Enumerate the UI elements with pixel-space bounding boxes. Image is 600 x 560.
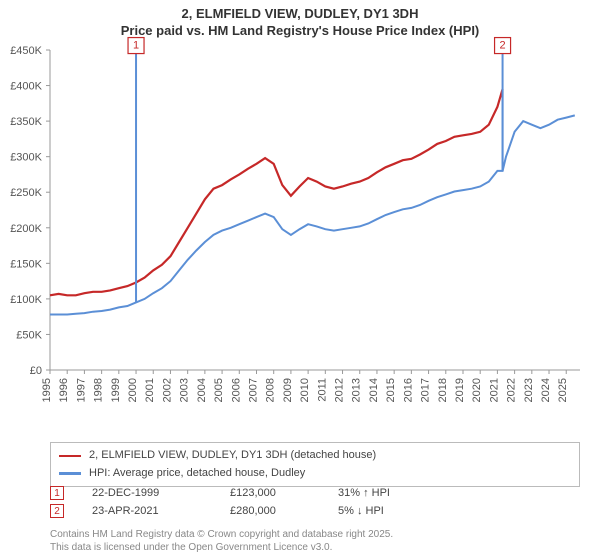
svg-text:£0: £0 [30,365,42,377]
svg-text:2012: 2012 [334,378,346,402]
svg-text:£50K: £50K [16,329,42,341]
sale-delta-1: 31% ↑ HPI [338,487,438,499]
chart-container: 2, ELMFIELD VIEW, DUDLEY, DY1 3DH Price … [0,0,600,560]
chart-area: £0£50K£100K£150K£200K£250K£300K£350K£400… [50,50,580,410]
svg-text:2006: 2006 [230,378,242,402]
sale-row-2: 2 23-APR-2021 £280,000 5% ↓ HPI [50,504,580,518]
footer-text: Contains HM Land Registry data © Crown c… [50,528,580,554]
legend-swatch-1 [59,455,81,458]
svg-text:1997: 1997 [75,378,87,402]
sale-marker-1: 1 [50,486,64,500]
line-chart: £0£50K£100K£150K£200K£250K£300K£350K£400… [50,50,580,410]
svg-text:2005: 2005 [213,378,225,402]
svg-text:£400K: £400K [10,81,42,93]
svg-text:2024: 2024 [540,378,552,402]
svg-text:2: 2 [500,39,506,51]
legend: 2, ELMFIELD VIEW, DUDLEY, DY1 3DH (detac… [50,442,580,487]
chart-title: 2, ELMFIELD VIEW, DUDLEY, DY1 3DH Price … [0,0,600,42]
svg-text:2000: 2000 [127,378,139,402]
svg-text:2014: 2014 [368,378,380,402]
svg-text:2003: 2003 [179,378,191,402]
svg-text:2009: 2009 [282,378,294,402]
svg-text:2008: 2008 [265,378,277,402]
legend-label-1: 2, ELMFIELD VIEW, DUDLEY, DY1 3DH (detac… [89,447,376,465]
svg-text:£300K: £300K [10,152,42,164]
legend-swatch-2 [59,472,81,475]
svg-text:£250K: £250K [10,187,42,199]
svg-text:2019: 2019 [454,378,466,402]
svg-text:1996: 1996 [58,378,70,402]
svg-text:1995: 1995 [41,378,53,402]
sale-price-2: £280,000 [230,505,310,517]
sales-table: 1 22-DEC-1999 £123,000 31% ↑ HPI 2 23-AP… [50,486,580,522]
svg-text:1999: 1999 [110,378,122,402]
svg-text:2010: 2010 [299,378,311,402]
svg-text:2021: 2021 [488,378,500,402]
svg-text:2007: 2007 [247,378,259,402]
svg-text:£450K: £450K [10,45,42,57]
legend-label-2: HPI: Average price, detached house, Dudl… [89,465,305,483]
sale-date-2: 23-APR-2021 [92,505,202,517]
svg-text:2018: 2018 [437,378,449,402]
svg-text:1: 1 [133,39,139,51]
svg-text:2013: 2013 [351,378,363,402]
svg-text:1998: 1998 [93,378,105,402]
svg-text:2025: 2025 [557,378,569,402]
svg-text:£150K: £150K [10,258,42,270]
title-line1: 2, ELMFIELD VIEW, DUDLEY, DY1 3DH [0,6,600,23]
svg-text:2020: 2020 [471,378,483,402]
svg-text:2002: 2002 [161,378,173,402]
svg-text:£200K: £200K [10,223,42,235]
sale-delta-2: 5% ↓ HPI [338,505,438,517]
footer-line1: Contains HM Land Registry data © Crown c… [50,528,580,541]
footer-line2: This data is licensed under the Open Gov… [50,541,580,554]
svg-text:2023: 2023 [523,378,535,402]
svg-text:£100K: £100K [10,294,42,306]
svg-text:2004: 2004 [196,378,208,402]
legend-item-2: HPI: Average price, detached house, Dudl… [59,465,571,483]
svg-text:2022: 2022 [506,378,518,402]
sale-date-1: 22-DEC-1999 [92,487,202,499]
svg-text:2016: 2016 [402,378,414,402]
sale-row-1: 1 22-DEC-1999 £123,000 31% ↑ HPI [50,486,580,500]
svg-text:2011: 2011 [316,378,328,402]
svg-text:2001: 2001 [144,378,156,402]
svg-text:2017: 2017 [420,378,432,402]
sale-marker-2: 2 [50,504,64,518]
legend-item-1: 2, ELMFIELD VIEW, DUDLEY, DY1 3DH (detac… [59,447,571,465]
svg-text:2015: 2015 [385,378,397,402]
sale-price-1: £123,000 [230,487,310,499]
svg-text:£350K: £350K [10,116,42,128]
